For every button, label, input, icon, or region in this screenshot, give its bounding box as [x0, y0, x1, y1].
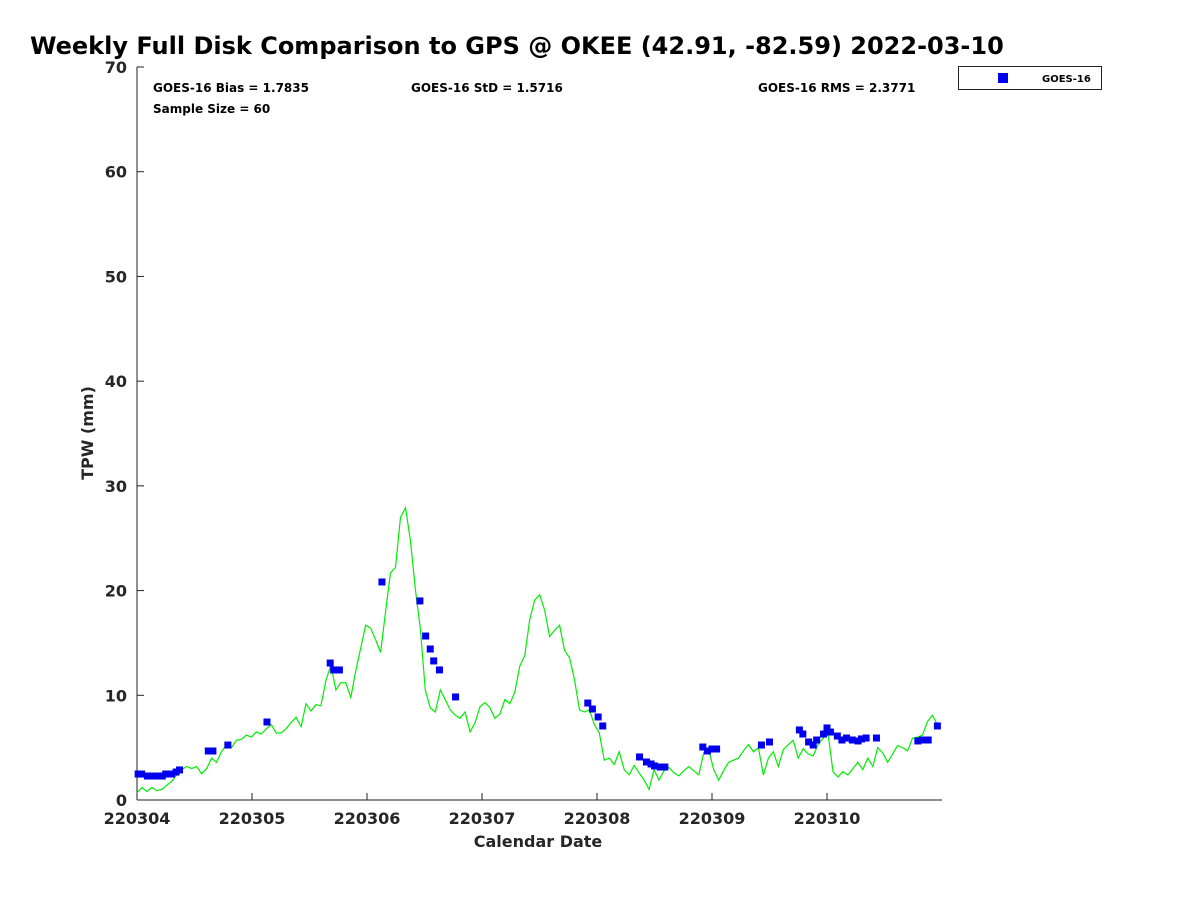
goes-16-data-point [795, 726, 803, 734]
rms-annotation: GOES-16 RMS = 2.3771 [758, 81, 915, 95]
y-tick-label: 50 [105, 267, 127, 286]
y-tick-label: 30 [105, 477, 127, 496]
goes-16-data-point [823, 724, 831, 732]
goes-16-data-point [263, 718, 271, 726]
x-tick-label: 220306 [334, 809, 401, 828]
goes-16-data-point [326, 659, 334, 667]
goes-16-data-point [435, 666, 443, 674]
goes-16-data-point [766, 738, 773, 746]
goes-16-data-point [713, 745, 721, 753]
legend-box [958, 66, 1102, 90]
x-tick-label: 220304 [104, 809, 171, 828]
goes-16-data-point [933, 722, 941, 730]
y-tick-label: 0 [116, 791, 127, 810]
y-axis-label: TPW (mm) [78, 386, 97, 480]
x-tick-label: 220308 [564, 809, 631, 828]
goes-16-data-point [335, 666, 343, 674]
goes-16-data-point [636, 753, 644, 761]
goes-16-data-point [168, 770, 175, 778]
x-tick-label: 220307 [449, 809, 516, 828]
goes-16-data-point [757, 741, 765, 749]
goes-16-data-point [699, 743, 707, 751]
goes-16-data-point [848, 736, 856, 744]
y-tick-label: 60 [105, 163, 127, 182]
goes-16-data-point [153, 772, 161, 780]
goes-16-data-point [872, 734, 880, 742]
goes-16-data-point [651, 762, 658, 770]
goes-16-data-point [416, 597, 424, 605]
goes-16-data-point [838, 736, 846, 744]
goes-16-data-point [204, 747, 212, 755]
y-tick-label: 40 [105, 372, 127, 391]
y-tick-label: 10 [105, 686, 127, 705]
legend-entry-goes-16: GOES-16 [1042, 74, 1091, 85]
goes-16-data-point [833, 732, 841, 740]
x-axis-label: Calendar Date [474, 832, 603, 851]
goes-16-data-point [708, 745, 716, 753]
goes-16-data-point [809, 741, 817, 749]
goes-16-data-point [843, 734, 851, 742]
goes-16-data-point [599, 722, 607, 730]
goes-16-data-point [426, 645, 434, 653]
goes-16-data-point [143, 772, 151, 780]
sample-size-annotation: Sample Size = 60 [153, 102, 270, 116]
goes-16-series [134, 578, 941, 780]
goes-16-data-point [430, 657, 438, 665]
std-annotation: GOES-16 StD = 1.5716 [411, 81, 563, 95]
goes-16-data-point [661, 763, 669, 771]
goes-16-data-point [224, 741, 232, 749]
goes-16-data-point [862, 734, 870, 742]
goes-16-data-point [162, 770, 170, 778]
goes-16-data-point [176, 766, 184, 774]
goes-16-data-point [148, 772, 156, 780]
goes-16-data-point [703, 747, 711, 755]
y-ticks: 0 10 20 30 40 50 60 70 [105, 58, 144, 810]
goes-16-data-point [209, 747, 217, 755]
axes [136, 67, 942, 801]
x-tick-label: 220310 [794, 809, 861, 828]
goes-16-data-point [918, 736, 926, 744]
goes-16-data-point [584, 699, 592, 707]
goes-16-data-point [594, 713, 602, 721]
goes-16-data-point [452, 693, 460, 701]
goes-16-data-point [422, 632, 430, 640]
goes-16-data-point [138, 770, 146, 778]
goes-16-data-point [378, 578, 386, 586]
bias-annotation: GOES-16 Bias = 1.7835 [153, 81, 309, 95]
x-tick-label: 220305 [219, 809, 286, 828]
goes-16-data-point [656, 763, 664, 771]
goes-16-data-point [642, 758, 650, 766]
goes-16-data-point [924, 736, 932, 744]
legend-square-marker-icon [998, 73, 1008, 83]
goes-16-data-point [826, 728, 834, 736]
goes-16-data-point [813, 736, 821, 744]
chart-title: Weekly Full Disk Comparison to GPS @ OKE… [30, 32, 1004, 60]
goes-16-data-point [820, 730, 828, 738]
goes-16-data-point [330, 666, 338, 674]
goes-16-data-point [805, 738, 813, 746]
legend: GOES-16 [958, 66, 1102, 90]
goes-16-data-point [588, 705, 596, 713]
goes-16-data-point [914, 737, 922, 745]
y-tick-label: 70 [105, 58, 127, 77]
y-tick-label: 20 [105, 582, 127, 601]
goes-16-data-point [799, 730, 807, 738]
x-tick-label: 220309 [679, 809, 746, 828]
goes-16-data-point [858, 735, 865, 743]
x-ticks: 220304 220305 220306 220307 220308 220309 2203… [104, 793, 861, 828]
